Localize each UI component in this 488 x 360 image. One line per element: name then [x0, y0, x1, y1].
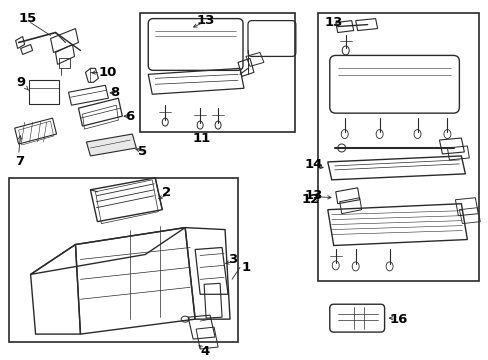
Text: 14: 14 [304, 158, 323, 171]
Bar [29, 80, 59, 104]
Text: 13: 13 [324, 16, 343, 29]
Text: 8: 8 [110, 86, 120, 99]
Text: 2: 2 [162, 186, 171, 199]
Text: 4: 4 [200, 345, 209, 357]
Text: 5: 5 [138, 145, 147, 158]
Text: 10: 10 [98, 66, 117, 79]
Bar [140, 13, 294, 132]
Polygon shape [86, 134, 136, 156]
Text: 6: 6 [125, 110, 134, 123]
Text: 11: 11 [192, 131, 210, 144]
Text: 15: 15 [19, 12, 37, 25]
Text: 12: 12 [301, 193, 320, 206]
Text: 1: 1 [242, 261, 251, 274]
Bar [59, 58, 70, 68]
Text: 13: 13 [196, 14, 214, 27]
Text: 7: 7 [15, 156, 24, 168]
Text: 16: 16 [389, 312, 407, 326]
Text: 9: 9 [17, 76, 26, 89]
Bar [9, 178, 238, 342]
Text: 13: 13 [304, 189, 323, 202]
Text: 3: 3 [227, 253, 237, 266]
Bar [317, 13, 478, 282]
